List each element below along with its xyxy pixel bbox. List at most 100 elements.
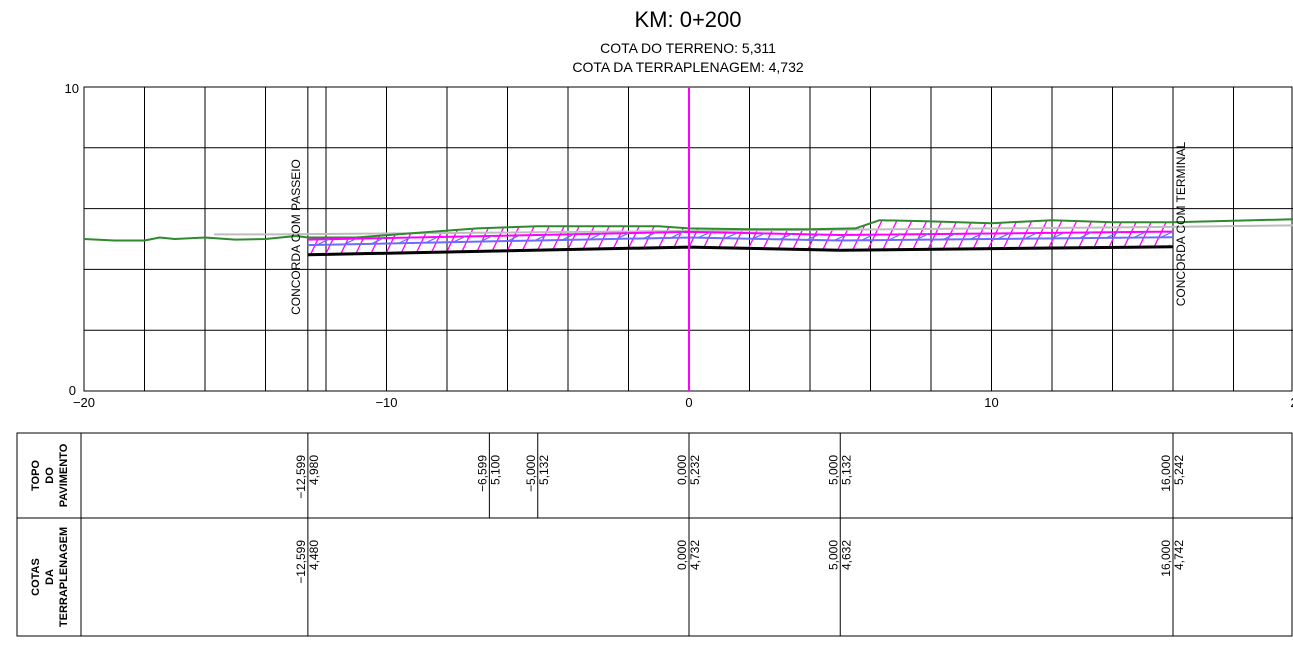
hatch-stroke [607, 220, 669, 255]
pavement-hatch-stroke [997, 232, 1010, 240]
hatch-stroke [637, 220, 699, 255]
pavement-hatch-stroke [1024, 232, 1038, 240]
pavement-hatch-stroke [616, 232, 629, 240]
table-offset-value: −12,599 [294, 455, 308, 499]
pavement-hatch-stroke [371, 237, 384, 245]
pavement-hatch-stroke [507, 234, 520, 242]
hatch-stroke [1087, 220, 1149, 255]
table-offset-value: 5,000 [826, 455, 840, 485]
hatch-stroke [1102, 220, 1164, 255]
pavement-hatch-stroke [670, 231, 684, 239]
hatch-stroke [1193, 167, 1253, 291]
pavement-hatch-stroke [1160, 231, 1174, 238]
table-cota-value: 5,132 [537, 455, 551, 485]
hatch-stroke [397, 220, 459, 255]
hatch-stroke [652, 220, 714, 255]
x-tick-label: 0 [685, 395, 692, 410]
hatch-stroke [472, 220, 534, 255]
pavement-hatch-stroke [697, 231, 711, 239]
terrain-elevation-label: COTA DO TERRENO: 5,311 [600, 40, 776, 56]
table-cota-value: 5,100 [488, 455, 502, 485]
pavement-hatch-stroke [534, 234, 548, 242]
x-tick-label: 10 [984, 395, 998, 410]
table-row-label: PAVIMENTO [58, 443, 70, 507]
table-offset-value: 0,000 [675, 455, 689, 485]
pavement-hatch-stroke [833, 234, 847, 241]
table-row-label: DO [44, 467, 56, 484]
hatch-stroke [1208, 167, 1268, 291]
x-tick-label: −20 [73, 395, 95, 410]
pavement-hatch-stroke [970, 233, 983, 240]
pavement-hatch-stroke [398, 236, 411, 244]
table-row-label: DA [44, 569, 56, 585]
y-tick-label: 10 [65, 81, 79, 96]
table-cota-value: 5,232 [688, 455, 702, 485]
terrain-line [84, 218, 1293, 242]
km-title: KM: 0+200 [634, 7, 741, 32]
pavement-hatch-stroke [643, 232, 656, 239]
table-cota-value: 4,732 [688, 540, 702, 570]
table-offset-value: 16,000 [1159, 455, 1173, 492]
pavement-hatch-stroke [752, 232, 765, 240]
hatch-stroke [532, 220, 594, 255]
table-cota-value: 4,480 [307, 540, 321, 570]
pavement-hatch-stroke [1078, 231, 1092, 239]
table-cota-value: 4,742 [1172, 540, 1186, 570]
hatch-stroke [367, 220, 429, 255]
pavement-hatch-stroke [316, 238, 330, 246]
hatch-stroke [1117, 220, 1170, 255]
earthwork-line [307, 245, 1174, 257]
elevation-table: TOPO DO PAVIMENTO −12,599 4,980 −6,599 5,100 −5… [16, 432, 1293, 637]
pavement-hatch-stroke [1133, 231, 1147, 239]
table-row-label: TERRAPLENAGEM [58, 527, 70, 627]
hatch-stroke [1027, 220, 1089, 255]
hatch-stroke [592, 220, 654, 255]
hatch-stroke [1012, 220, 1074, 255]
hatch-stroke [382, 220, 444, 255]
pavement-hatch-stroke [588, 233, 602, 241]
pavement-hatch-stroke [725, 232, 738, 239]
hatch-stroke [487, 220, 549, 255]
pavement-hatch-stroke [452, 235, 466, 243]
pavement-hatch-stroke [1106, 231, 1119, 239]
table-row-label: TOPO [30, 460, 42, 491]
hatch-stroke [1072, 220, 1134, 255]
hatch-stroke [1162, 220, 1170, 255]
terrain-secondary-line [214, 224, 1293, 236]
pavement-hatch-stroke [915, 233, 929, 241]
hatch-stroke [517, 220, 579, 255]
hatch-stroke [502, 220, 564, 255]
x-tick-label: −10 [375, 395, 397, 410]
pavement-hatch-stroke [425, 236, 439, 244]
table-row-label: COTAS [30, 558, 42, 596]
pavement-hatch [316, 231, 1174, 246]
concorda-terminal-label: CONCORDA COM TERMINAL [1174, 141, 1188, 306]
pavement-hatch-stroke [779, 233, 793, 240]
concorda-passeio-label: CONCORDA COM PASSEIO [289, 159, 303, 315]
hatch-stroke [547, 220, 609, 255]
hatch-stroke [352, 220, 414, 255]
pavement-hatch-stroke [1051, 232, 1065, 239]
pavement-hatch-stroke [806, 234, 820, 241]
table-cota-value: 4,980 [307, 455, 321, 485]
table-offset-value: −12,599 [294, 540, 308, 584]
table-cota-value: 5,242 [1172, 455, 1186, 485]
pavement-base-line [307, 236, 1174, 247]
table-offset-value: 0,000 [675, 540, 689, 570]
hatch-stroke [1042, 220, 1104, 255]
hatch-stroke [337, 220, 399, 255]
hatch-stroke [1132, 220, 1170, 255]
hatch-stroke [577, 220, 639, 255]
plot-axes: −20−100102010 [65, 81, 1293, 410]
hatch-stroke [562, 220, 624, 255]
table-cota-value: 5,132 [839, 455, 853, 485]
y-tick-label: 0 [69, 383, 76, 398]
pavement-hatch-stroke [561, 233, 575, 241]
pavement-hatch-stroke [942, 233, 956, 241]
table-cota-value: 4,632 [839, 540, 853, 570]
pavement-top-line [307, 230, 1174, 241]
pavement-hatch-stroke [888, 233, 902, 241]
x-tick-label: 2 [1290, 395, 1293, 410]
hatch-stroke [1223, 167, 1283, 291]
